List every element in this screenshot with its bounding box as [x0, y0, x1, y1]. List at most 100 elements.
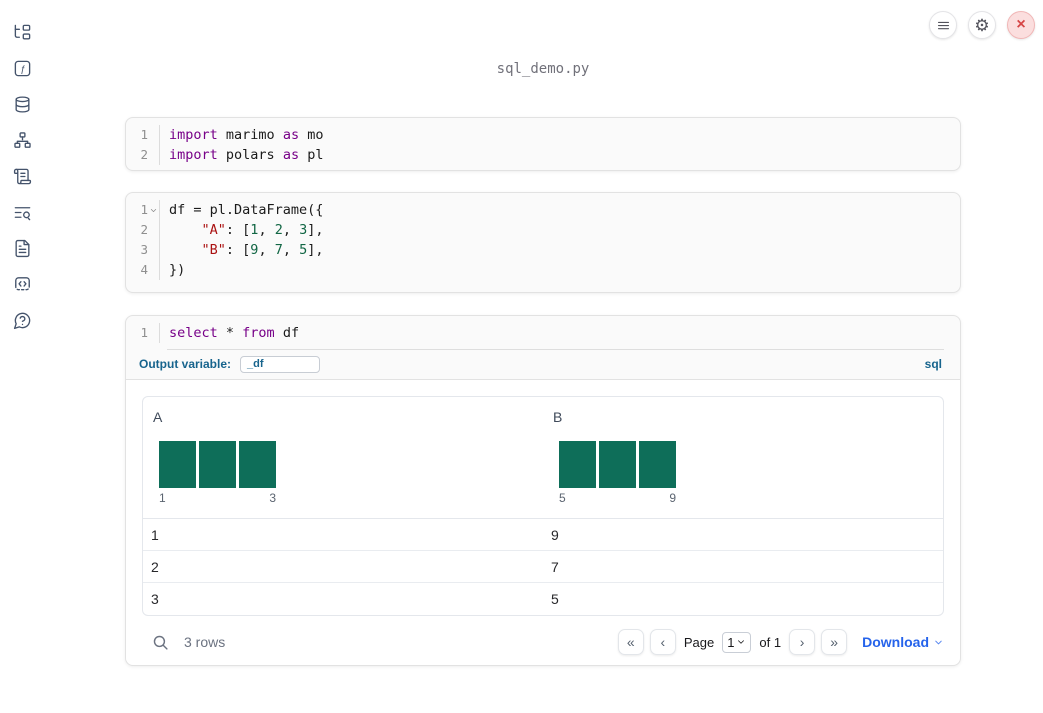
download-button[interactable]: Download: [862, 634, 944, 650]
chevron-left-icon: ‹: [660, 634, 666, 650]
line-number: 1: [140, 202, 148, 217]
line-number: 2: [140, 222, 148, 237]
line-number: 3: [140, 242, 148, 257]
page-label: Page: [683, 634, 715, 650]
histogram-bar: [239, 441, 276, 488]
code-box-icon: [14, 276, 30, 290]
code-cell-dataframe[interactable]: 1 2 3 4 df = pl.DataFrame({ "A": [1, 2, 3],…: [125, 192, 961, 293]
close-icon: ×: [1016, 16, 1026, 33]
text-search-icon: [14, 206, 30, 220]
divider: [167, 349, 944, 350]
sidebar-data-sources-button[interactable]: [12, 94, 32, 114]
line-number: 1: [140, 325, 148, 340]
gear-icon: ⚙: [974, 15, 990, 35]
code-line[interactable]: import polars as pl: [169, 147, 324, 163]
scroll-text-icon: [13, 168, 31, 184]
histogram-axis-label: 9: [669, 491, 676, 505]
sidebar-logs-button[interactable]: [12, 202, 32, 222]
page-select-value: 1: [727, 634, 735, 650]
line-number: 2: [140, 147, 148, 162]
table-footer: 3 rows « ‹ Page 1 of 1 › » Download: [142, 616, 944, 665]
notebook-filename: sql_demo.py: [496, 61, 590, 77]
first-page-button[interactable]: «: [617, 629, 644, 655]
sidebar-snippets-button[interactable]: [12, 274, 32, 294]
search-icon[interactable]: [152, 634, 169, 651]
histogram-bar: [599, 441, 636, 488]
file-text-icon: [14, 239, 30, 257]
output-variable-input[interactable]: _df: [240, 355, 321, 373]
code-editor[interactable]: df = pl.DataFrame({ "A": [1, 2, 3], "B":…: [160, 200, 324, 280]
sql-editor[interactable]: select * from df: [160, 323, 299, 343]
code-line[interactable]: "A": [1, 2, 3],: [201, 222, 324, 238]
histogram-axis-label: 1: [159, 491, 166, 505]
previous-page-button[interactable]: ‹: [649, 629, 676, 655]
sidebar-variables-button[interactable]: ƒ: [12, 58, 32, 78]
code-line[interactable]: select * from df: [169, 325, 300, 341]
chevron-down-icon: [935, 640, 942, 644]
code-editor[interactable]: import marimo as mo import polars as pl: [160, 125, 323, 165]
line-number: 1: [140, 127, 148, 142]
histogram-bar: [199, 441, 236, 488]
fold-toggle-icon[interactable]: [148, 200, 159, 220]
code-line[interactable]: df = pl.DataFrame({: [169, 202, 324, 218]
page-of-label: of 1: [759, 634, 782, 650]
sidebar-scratchpad-button[interactable]: [12, 166, 32, 186]
next-page-button[interactable]: ›: [789, 629, 816, 655]
settings-button[interactable]: ⚙: [968, 11, 996, 39]
histogram-axis-label: 5: [559, 491, 566, 505]
table-cell: 1: [151, 526, 159, 543]
code-line[interactable]: }): [169, 262, 186, 278]
histogram-bar: [159, 441, 196, 488]
function-square-icon: ƒ: [14, 60, 30, 76]
table-cell: 5: [551, 591, 559, 607]
sql-cell[interactable]: 1 select * from df Output variable: _df …: [125, 315, 961, 666]
download-label: Download: [862, 634, 929, 650]
shutdown-button[interactable]: ×: [1007, 11, 1035, 39]
output-variable-label: Output variable:: [139, 357, 232, 371]
last-page-button[interactable]: »: [821, 629, 848, 655]
table-cell: 9: [551, 526, 559, 543]
column-label: A: [153, 409, 163, 425]
sidebar-documentation-button[interactable]: [12, 238, 32, 258]
line-number-gutter: 1: [126, 323, 160, 343]
sidebar-help-button[interactable]: [12, 310, 32, 330]
table-cell: 3: [151, 591, 159, 607]
line-number: 4: [140, 262, 148, 277]
code-line[interactable]: "B": [9, 7, 5],: [201, 242, 324, 258]
code-line[interactable]: import marimo as mo: [169, 127, 324, 143]
sql-options-row: Output variable: _df sql: [126, 350, 960, 378]
network-icon: [13, 131, 31, 148]
column-label: B: [553, 409, 563, 425]
table-cell: 7: [551, 558, 559, 575]
chevrons-right-icon: »: [830, 634, 838, 650]
table-cell: 2: [151, 558, 159, 575]
histogram-axis-label: 3: [269, 491, 276, 505]
sidebar-file-explorer-button[interactable]: [12, 22, 32, 42]
helper-panel-toolbar: ƒ: [12, 22, 32, 330]
menu-button[interactable]: [929, 11, 957, 39]
file-tree-icon: [14, 24, 30, 40]
histogram-bar: [559, 441, 596, 488]
page-select[interactable]: 1: [722, 631, 752, 653]
chevron-right-icon: ›: [799, 634, 805, 650]
chevron-down-icon: [738, 640, 745, 644]
svg-text:ƒ: ƒ: [20, 64, 25, 75]
menu-icon: [937, 21, 949, 29]
line-number-gutter: 1 2 3 4: [126, 200, 160, 280]
database-icon: [14, 95, 30, 113]
sidebar-dependencies-button[interactable]: [12, 130, 32, 150]
